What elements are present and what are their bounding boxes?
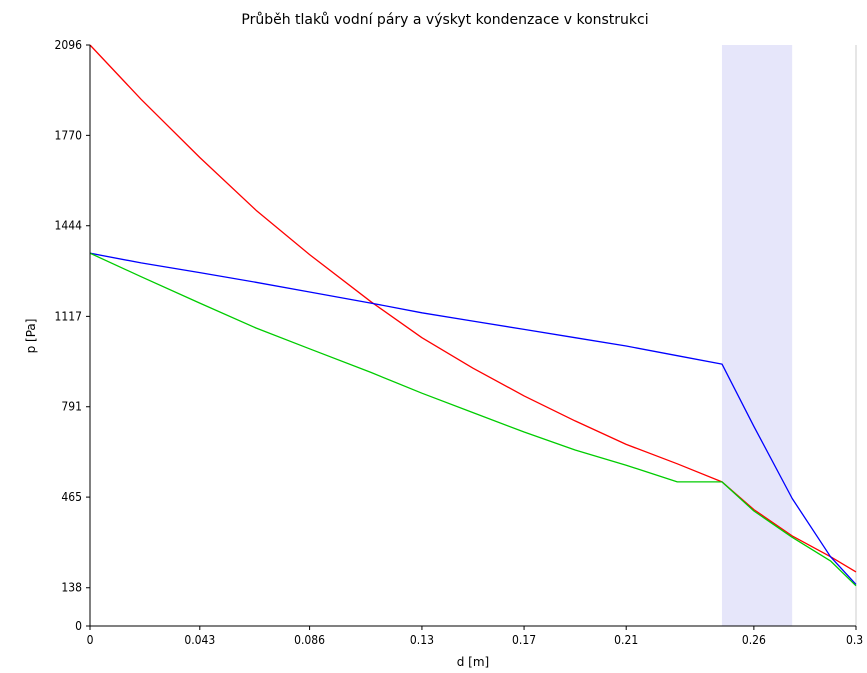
x-tick-label: 0.21: [614, 633, 638, 647]
x-tick-label: 0: [87, 633, 94, 647]
y-tick-label: 1444: [55, 219, 83, 233]
y-ticks: 0 138 465 791 1117 1444 1770 2096: [55, 38, 90, 633]
y-tick-label: 2096: [55, 38, 83, 52]
x-tick-label: 0.043: [184, 633, 215, 647]
x-tick-label: 0.3: [846, 633, 863, 647]
series-line-2: [89, 252, 857, 585]
y-axis-label: p [Pa]: [24, 319, 38, 354]
axes-layer: [89, 45, 856, 627]
chart-title: Průběh tlaků vodní páry a výskyt kondenz…: [241, 12, 648, 28]
y-tick-label: 138: [61, 581, 82, 595]
y-tick-label: 1117: [55, 309, 82, 323]
series-line-3: [89, 252, 857, 587]
x-tick-label: 0.17: [512, 633, 536, 647]
x-tick-label: 0.086: [294, 633, 325, 647]
series-layer: [89, 44, 857, 587]
y-tick-label: 465: [61, 490, 82, 504]
x-tick-label: 0.13: [410, 633, 434, 647]
x-tick-label: 0.26: [742, 633, 766, 647]
x-axis-label: d [m]: [457, 655, 489, 669]
y-tick-label: 0: [75, 619, 82, 633]
y-tick-label: 1770: [55, 128, 83, 142]
x-ticks: 0 0.043 0.086 0.13 0.17 0.21 0.26 0.3: [87, 626, 863, 647]
series-line-1: [89, 44, 857, 573]
y-tick-label: 791: [61, 400, 82, 414]
condensation-zone: [721, 45, 793, 626]
condensation-zone-layer: [721, 45, 793, 626]
